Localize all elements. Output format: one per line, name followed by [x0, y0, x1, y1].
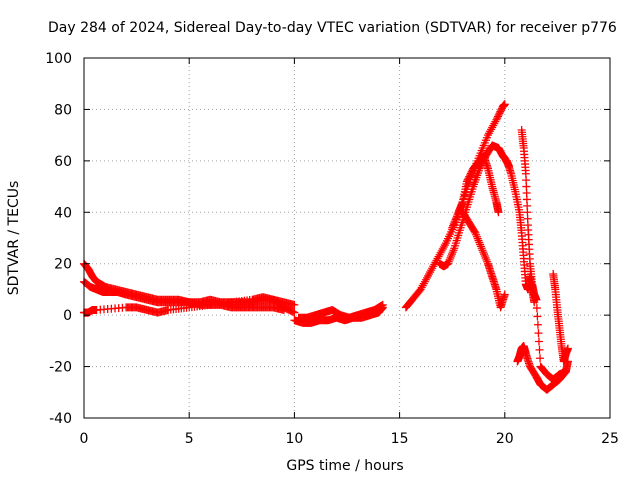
data-point-interp — [481, 253, 490, 262]
data-point-interp — [440, 241, 449, 250]
data-point-interp — [535, 345, 544, 354]
data-point-interp — [444, 257, 453, 266]
y-axis-label: SDTVAR / TECUs — [6, 181, 22, 296]
data-point — [443, 259, 452, 268]
data-point-interp — [476, 240, 485, 249]
y-tick-label: -40 — [49, 411, 72, 427]
data-point — [290, 308, 299, 317]
data-point — [500, 100, 509, 109]
data-point-interp — [451, 216, 460, 224]
series-trace-l — [513, 342, 572, 394]
x-tick-label: 0 — [80, 431, 89, 447]
y-tick-label: 20 — [54, 257, 72, 273]
y-tick-label: 60 — [54, 154, 72, 170]
data-point-interp — [533, 320, 542, 329]
data-point-interp — [491, 117, 500, 126]
data-point — [477, 244, 486, 253]
data-point-interp — [449, 219, 458, 228]
y-tick-label: 0 — [63, 308, 72, 324]
data-point-interp — [448, 248, 457, 257]
data-point-interp — [534, 329, 543, 338]
data-point-interp — [452, 212, 461, 221]
data-point-interp — [473, 234, 482, 243]
x-tick-label: 15 — [391, 431, 409, 447]
data-point-interp — [532, 304, 541, 313]
data-point-interp — [475, 238, 484, 247]
data-point-interp — [476, 242, 485, 251]
data-point — [563, 344, 572, 353]
data-point-interp — [474, 236, 483, 245]
data-point-interp — [534, 337, 543, 346]
data-point-interp — [536, 354, 545, 363]
series-trace-h — [448, 151, 503, 232]
data-point-interp — [533, 312, 542, 321]
data-point-interp — [483, 257, 492, 266]
data-point-interp — [448, 221, 457, 230]
x-tick-label: 5 — [185, 431, 194, 447]
series-trace-i — [458, 208, 509, 312]
data-point-interp — [472, 230, 481, 239]
y-tick-label: 100 — [45, 51, 72, 67]
axes: 0 5 10 15 20 25 -40 -20 0 20 40 60 80 100 — [45, 51, 619, 447]
x-tick-label: 10 — [285, 431, 303, 447]
grid-lines — [84, 58, 610, 418]
data-point-interp — [449, 246, 458, 255]
data-point-interp — [447, 250, 456, 259]
data-point-interp — [478, 246, 487, 255]
data-point-interp — [479, 248, 488, 257]
data-point-interp — [480, 250, 489, 259]
data-point-interp — [452, 214, 461, 223]
data-point-interp — [445, 255, 454, 264]
series-trace-e — [294, 300, 387, 322]
data-point-interp — [480, 252, 489, 260]
x-tick-label: 20 — [496, 431, 514, 447]
data-point — [290, 300, 299, 309]
x-tick-label: 25 — [601, 431, 619, 447]
data-point-interp — [472, 232, 481, 241]
data-point — [500, 290, 509, 299]
plot-frame — [83, 57, 611, 419]
x-axis-label: GPS time / hours — [286, 458, 403, 474]
data-point-interp — [446, 253, 455, 262]
data-point — [378, 300, 387, 309]
data-point — [448, 223, 457, 232]
y-tick-label: -20 — [49, 360, 72, 376]
series-trace-m — [549, 270, 572, 366]
chart-title: Day 284 of 2024, Sidereal Day-to-day VTE… — [48, 20, 617, 36]
data-point-interp — [447, 252, 456, 260]
data-point — [494, 208, 503, 217]
data-markers — [80, 100, 572, 394]
series-trace-c — [80, 293, 299, 317]
data-point — [532, 295, 541, 304]
data-point — [471, 228, 480, 237]
data-point-interp — [482, 255, 491, 264]
data-point-interp — [450, 217, 459, 226]
y-tick-label: 80 — [54, 102, 72, 118]
series-trace-g — [435, 141, 514, 271]
y-tick-label: 40 — [54, 205, 72, 221]
